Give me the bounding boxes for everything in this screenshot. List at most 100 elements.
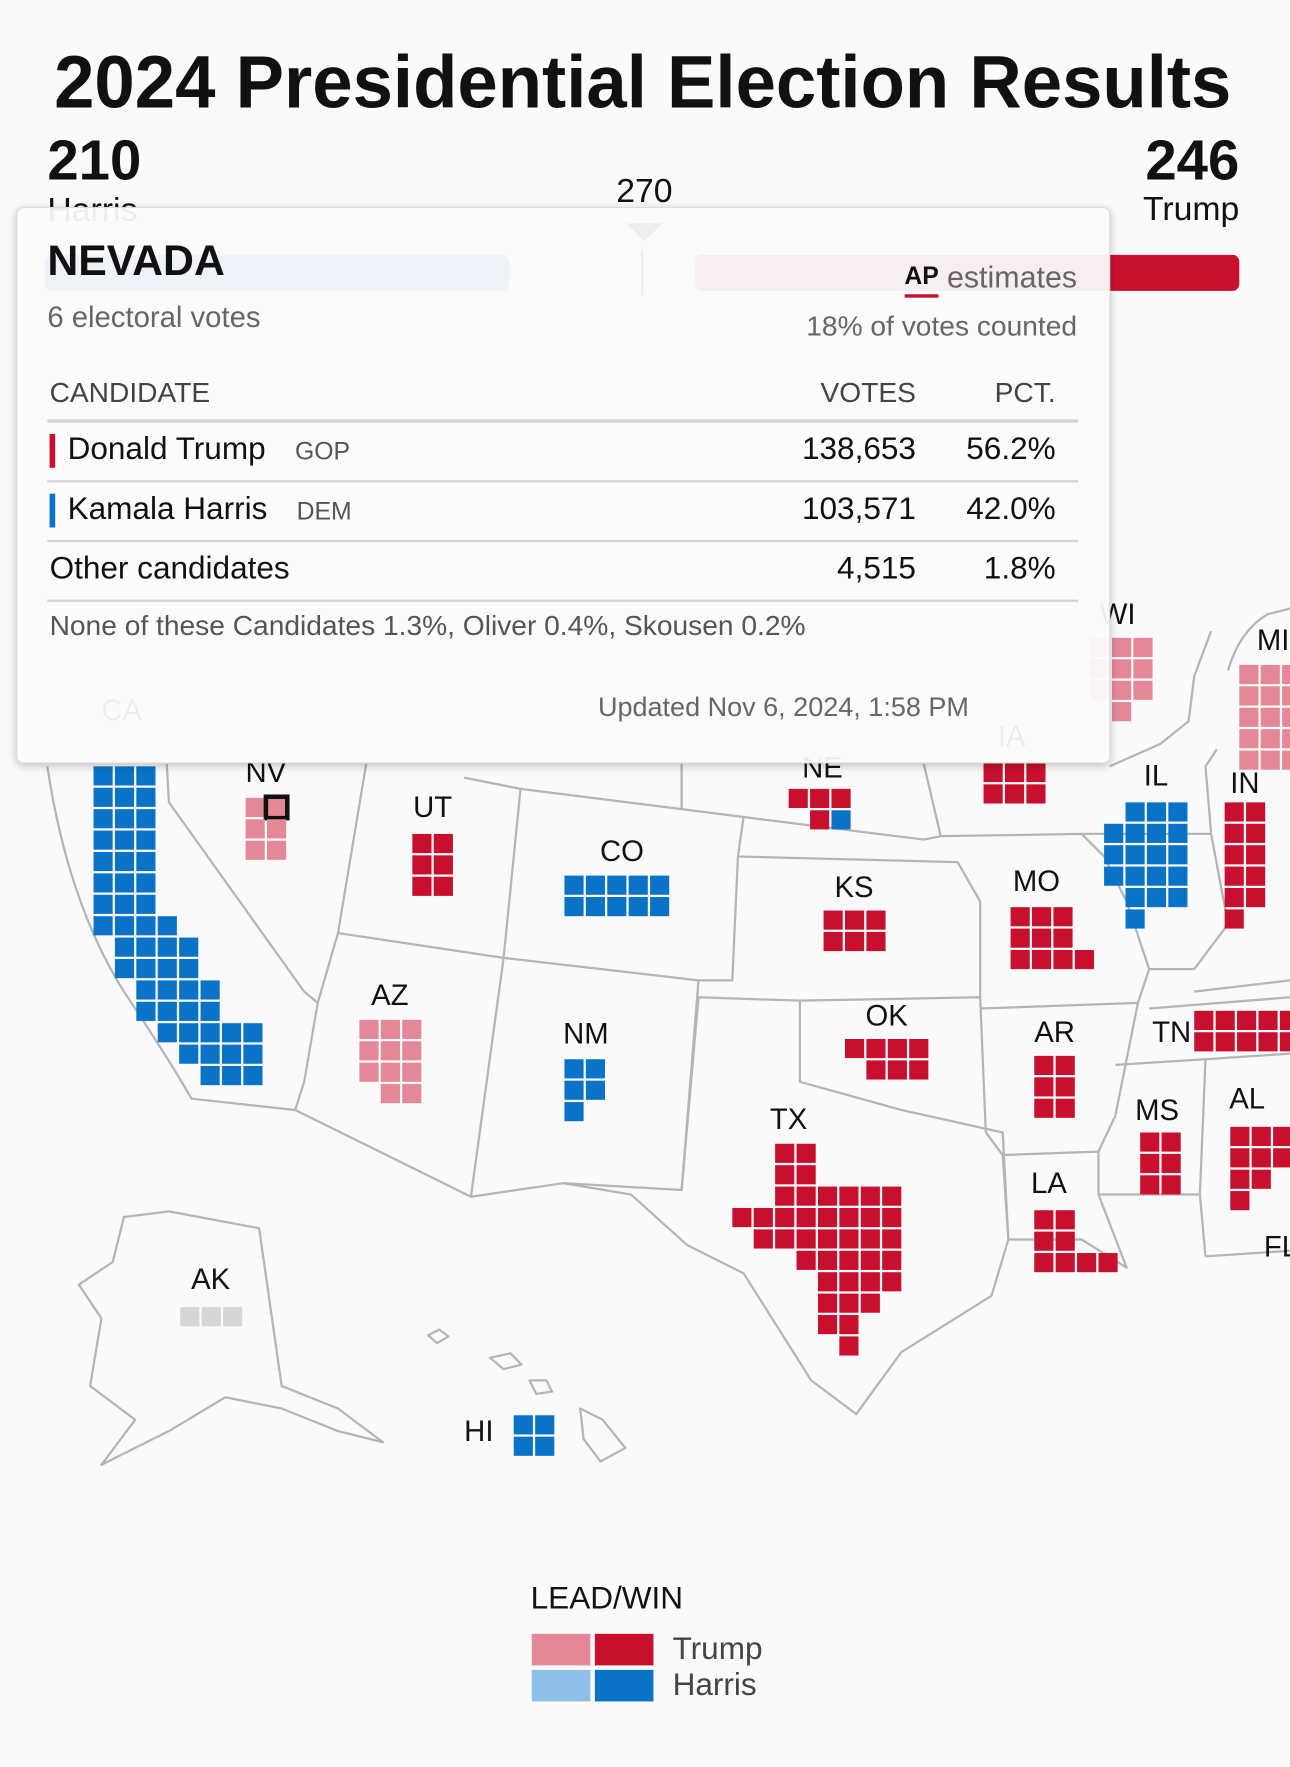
- electoral-vote-square: [866, 1038, 886, 1059]
- electoral-vote-square: [796, 1250, 816, 1270]
- electoral-vote-square: [245, 840, 265, 860]
- electoral-vote-square: [1282, 686, 1290, 706]
- electoral-vote-square: [221, 1066, 242, 1086]
- electoral-vote-square: [564, 1080, 584, 1100]
- electoral-vote-square: [882, 1207, 902, 1228]
- table-rule: [47, 539, 1079, 543]
- electoral-vote-square: [1125, 802, 1145, 822]
- electoral-vote-square: [223, 1307, 243, 1327]
- electoral-vote-square: [1004, 784, 1025, 804]
- tooltip-panel: [16, 206, 1111, 764]
- electoral-vote-square: [114, 766, 135, 786]
- electoral-vote-square: [1282, 729, 1290, 749]
- electoral-vote-square: [1168, 888, 1188, 908]
- trump-name: Trump: [1143, 190, 1239, 228]
- electoral-vote-square: [136, 809, 156, 829]
- electoral-vote-square: [983, 762, 1003, 783]
- border: [337, 776, 522, 959]
- legend-swatch-lead: [531, 1633, 591, 1666]
- electoral-vote-square: [93, 894, 113, 914]
- electoral-vote-square: [817, 1250, 838, 1270]
- electoral-vote-square: [380, 1019, 400, 1039]
- electoral-vote-square: [817, 1293, 838, 1313]
- map-borders: [46, 607, 1290, 1466]
- electoral-vote-square: [1239, 707, 1259, 727]
- electoral-vote-square: [1077, 1253, 1097, 1273]
- electoral-vote-square: [157, 1023, 177, 1043]
- electoral-vote-square: [1032, 907, 1052, 927]
- hawaii-outline: [426, 1328, 627, 1463]
- electoral-vote-square: [775, 1186, 795, 1206]
- electoral-vote-square: [1279, 1010, 1290, 1030]
- state-label: AK: [191, 1263, 231, 1296]
- electoral-vote-square: [1010, 928, 1030, 948]
- state-label: IL: [1144, 759, 1168, 792]
- electoral-vote-square: [157, 980, 177, 1000]
- electoral-vote-square: [817, 1207, 838, 1228]
- electoral-vote-square: [114, 958, 135, 979]
- electoral-vote-square: [1146, 888, 1167, 908]
- border: [503, 856, 740, 982]
- electoral-vote-square: [983, 784, 1003, 804]
- electoral-vote-square: [796, 1143, 816, 1163]
- electoral-vote-square: [585, 897, 606, 917]
- electoral-vote-square: [866, 910, 886, 930]
- electoral-vote-square: [359, 1019, 379, 1039]
- electoral-vote-square: [753, 1207, 773, 1228]
- electoral-vote-square: [221, 1023, 242, 1043]
- party-marker: [49, 433, 56, 468]
- electoral-vote-square: [513, 1415, 533, 1435]
- electoral-vote-square: [1034, 1231, 1054, 1251]
- electoral-vote-square: [513, 1436, 533, 1456]
- electoral-vote-square: [564, 875, 584, 895]
- electoral-vote-square: [136, 958, 156, 979]
- electoral-vote-square: [1074, 949, 1094, 970]
- electoral-vote-square: [1133, 680, 1153, 700]
- electoral-vote-square: [93, 851, 113, 872]
- electoral-vote-square: [1237, 1032, 1257, 1052]
- state-label: MS: [1135, 1094, 1179, 1127]
- electoral-vote-square: [1111, 637, 1132, 658]
- electoral-vote-square: [1251, 1126, 1271, 1147]
- electoral-vote-square: [1168, 845, 1188, 865]
- border: [799, 996, 987, 1133]
- electoral-vote-square: [860, 1207, 880, 1228]
- electoral-vote-square: [628, 875, 648, 895]
- party-marker: [49, 493, 56, 528]
- electoral-vote-square: [775, 1229, 795, 1249]
- electoral-vote-square: [93, 766, 113, 786]
- candidate-pct: 56.2%: [966, 430, 1055, 466]
- electoral-vote-square: [1161, 1132, 1181, 1152]
- electoral-vote-square: [1224, 845, 1244, 865]
- electoral-vote-square: [860, 1272, 880, 1292]
- state-label: MO: [1013, 865, 1060, 898]
- candidate-party: DEM: [297, 498, 352, 525]
- electoral-vote-square: [1239, 729, 1259, 749]
- electoral-vote-square: [1055, 1055, 1075, 1076]
- electoral-vote-square: [817, 1315, 838, 1335]
- electoral-vote-square: [882, 1229, 902, 1249]
- legend-title: LEAD/WIN: [531, 1579, 683, 1615]
- electoral-vote-square: [114, 937, 135, 957]
- electoral-vote-square: [412, 855, 432, 875]
- electoral-vote-square: [245, 797, 265, 818]
- electoral-vote-square: [1161, 1153, 1181, 1174]
- electoral-vote-square: [402, 1062, 422, 1082]
- electoral-vote-square: [267, 840, 287, 860]
- electoral-vote-square: [1168, 802, 1188, 822]
- candidate-name: Kamala Harris: [68, 490, 268, 526]
- state-tooltip: NEVADA 6 electoral votes AP estimates 18…: [16, 206, 1111, 764]
- state-label: LA: [1031, 1167, 1067, 1200]
- electoral-vote-square: [136, 916, 156, 936]
- state-label: OK: [866, 999, 909, 1032]
- electoral-vote-square: [157, 958, 177, 979]
- electoral-vote-square: [607, 897, 627, 917]
- electoral-vote-square: [1032, 928, 1052, 948]
- electoral-vote-square: [157, 937, 177, 957]
- electoral-vote-square: [839, 1293, 859, 1313]
- electoral-vote-square: [1140, 1175, 1160, 1195]
- electoral-vote-square: [1230, 1191, 1250, 1211]
- state-label: TN: [1152, 1016, 1191, 1049]
- electoral-vote-square: [882, 1250, 902, 1270]
